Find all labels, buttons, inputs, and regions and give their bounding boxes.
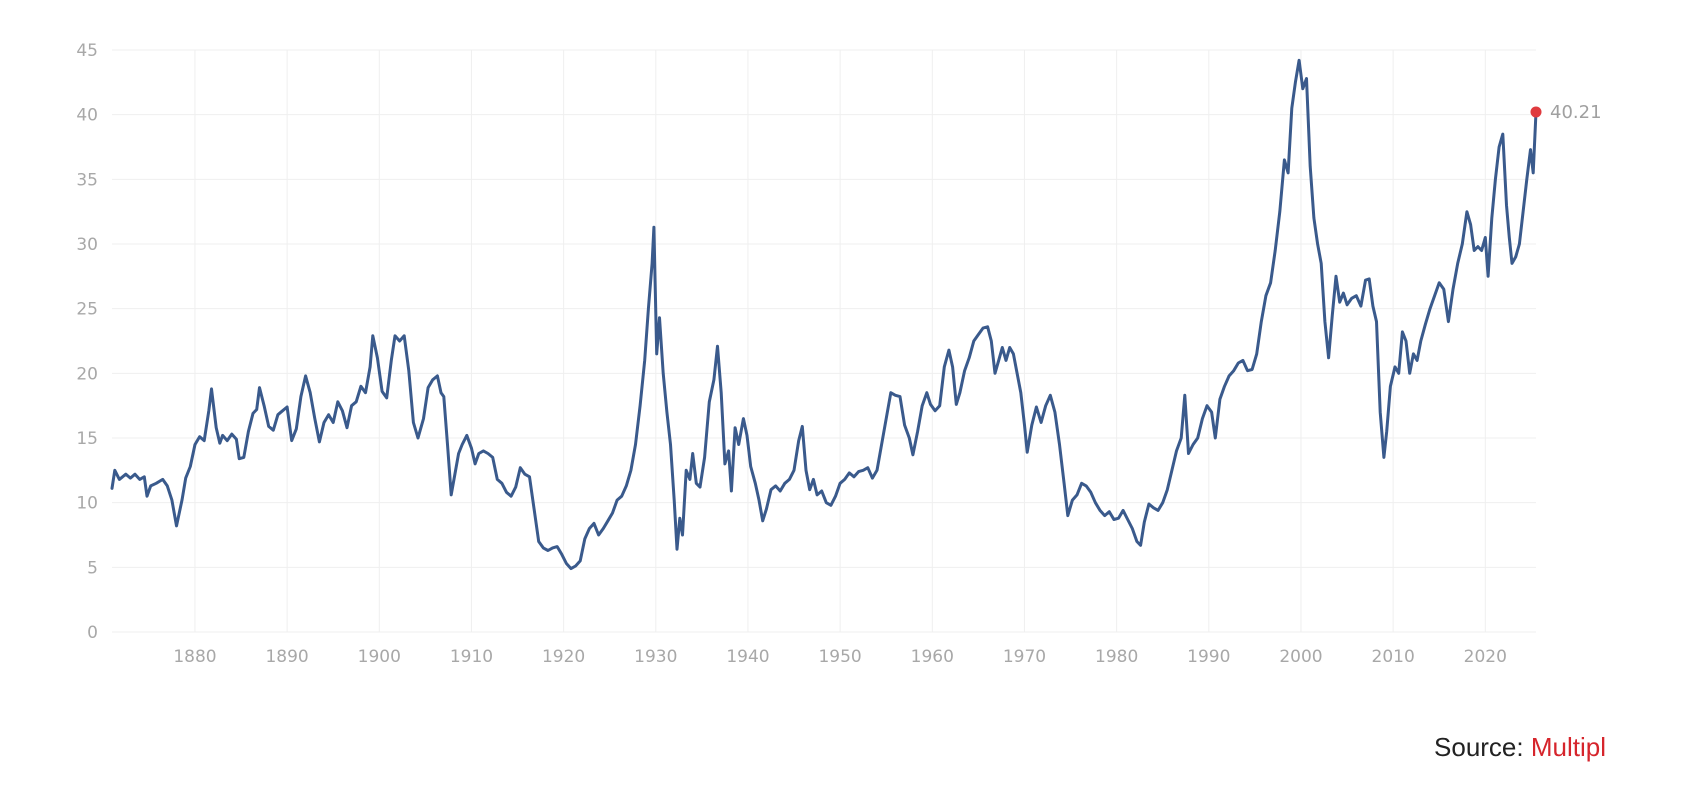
x-tick-label: 1890	[265, 647, 308, 667]
y-tick-label: 35	[76, 170, 98, 190]
y-tick-label: 20	[76, 364, 98, 384]
x-tick-label: 2020	[1464, 647, 1507, 667]
x-tick-label: 1910	[450, 647, 493, 667]
y-tick-label: 40	[76, 106, 98, 126]
y-tick-label: 15	[76, 429, 98, 449]
series-group	[110, 58, 1538, 571]
y-axis-ticks: 0 5 10 15 20 25 30 35 40 45	[76, 41, 98, 643]
x-tick-label: 1970	[1003, 647, 1046, 667]
x-tick-label: 1980	[1095, 647, 1138, 667]
source-prefix: Source:	[1434, 732, 1524, 762]
x-tick-label: 2000	[1279, 647, 1322, 667]
y-tick-label: 0	[87, 623, 98, 643]
y-tick-label: 45	[76, 41, 98, 61]
grid	[112, 49, 1536, 633]
y-tick-label: 30	[76, 235, 98, 255]
x-tick-label: 1990	[1187, 647, 1230, 667]
last-value-label: 40.21	[1550, 102, 1602, 123]
x-tick-label: 1880	[173, 647, 216, 667]
x-tick-label: 1940	[726, 647, 769, 667]
x-tick-label: 1900	[358, 647, 401, 667]
x-tick-label: 1950	[818, 647, 861, 667]
chart-container: 0 5 10 15 20 25 30 35 40 45 1880 1890 1900 1910 1920 1…	[76, 41, 1602, 667]
source-note: Source: Multipl	[1434, 732, 1606, 763]
x-tick-label: 2010	[1372, 647, 1415, 667]
x-tick-label: 1920	[542, 647, 585, 667]
y-tick-label: 5	[87, 558, 98, 578]
last-point-group: 40.21	[1530, 102, 1602, 123]
y-tick-label: 10	[76, 494, 98, 514]
last-point-marker[interactable]	[1530, 106, 1542, 118]
x-tick-label: 1960	[911, 647, 954, 667]
source-link[interactable]: Multipl	[1530, 732, 1606, 762]
y-tick-label: 25	[76, 300, 98, 320]
series-line	[110, 58, 1538, 571]
x-axis-ticks: 1880 1890 1900 1910 1920 1930 1940 1950 1960 1970…	[173, 647, 1507, 667]
x-tick-label: 1930	[634, 647, 677, 667]
